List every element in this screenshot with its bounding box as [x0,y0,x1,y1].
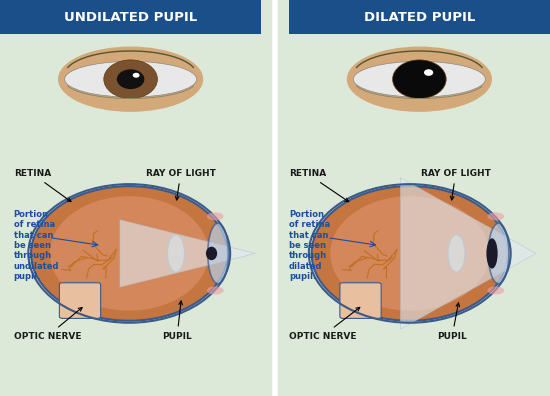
Ellipse shape [65,61,197,97]
Text: RETINA: RETINA [14,169,71,202]
Text: RAY OF LIGHT: RAY OF LIGHT [421,169,491,200]
Ellipse shape [117,69,144,89]
FancyBboxPatch shape [0,0,261,34]
Text: Portion
of retina
that can
be seen
through
undilated
pupil.: Portion of retina that can be seen throu… [14,210,59,281]
Text: OPTIC NERVE: OPTIC NERVE [14,307,82,341]
Ellipse shape [393,60,446,98]
Text: PUPIL: PUPIL [437,303,467,341]
Ellipse shape [330,196,490,311]
Polygon shape [400,178,536,329]
FancyBboxPatch shape [340,283,381,318]
Ellipse shape [207,212,224,221]
Ellipse shape [393,60,446,99]
Ellipse shape [311,186,508,321]
Text: OPTIC NERVE: OPTIC NERVE [289,307,360,341]
Ellipse shape [50,196,209,311]
Ellipse shape [58,47,204,112]
Ellipse shape [487,286,504,295]
Ellipse shape [486,238,498,268]
Ellipse shape [488,223,509,284]
Ellipse shape [346,47,492,112]
Ellipse shape [207,286,224,295]
Text: DILATED PUPIL: DILATED PUPIL [364,11,475,23]
Text: PUPIL: PUPIL [162,301,192,341]
Polygon shape [120,220,255,287]
Ellipse shape [487,212,504,221]
Ellipse shape [353,61,485,97]
Text: UNDILATED PUPIL: UNDILATED PUPIL [64,11,197,23]
Text: Portion
of retina
that can
be seen
through
dilated
pupil.: Portion of retina that can be seen throu… [289,210,330,281]
Ellipse shape [424,69,433,76]
Ellipse shape [206,247,217,260]
Ellipse shape [31,186,228,321]
FancyBboxPatch shape [289,0,550,34]
Ellipse shape [104,60,157,99]
FancyBboxPatch shape [59,283,101,318]
Ellipse shape [168,235,184,272]
Text: RAY OF LIGHT: RAY OF LIGHT [146,169,216,200]
Ellipse shape [208,223,228,284]
Ellipse shape [133,73,140,78]
Ellipse shape [448,235,465,272]
Text: RETINA: RETINA [289,169,349,202]
